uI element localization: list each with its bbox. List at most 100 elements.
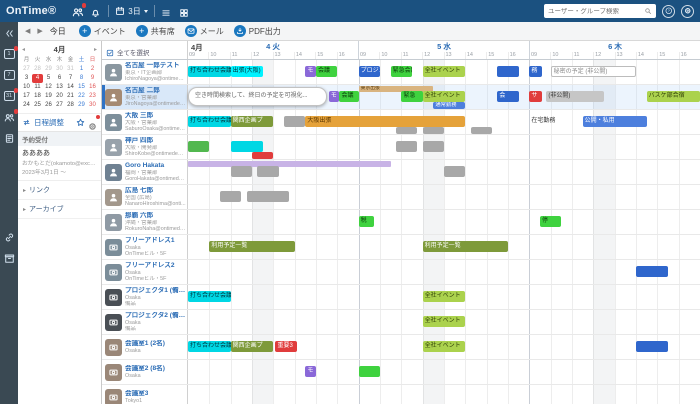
minical-day[interactable]: 10 bbox=[23, 84, 30, 90]
minical-day[interactable]: 28 bbox=[34, 66, 41, 72]
event-bar[interactable]: 関西企画プ bbox=[230, 341, 274, 352]
minical-day[interactable]: 3 bbox=[24, 75, 29, 81]
pdf-export-button[interactable]: PDF出力 bbox=[233, 25, 281, 37]
minical-day[interactable]: 5 bbox=[46, 75, 51, 81]
event-bar[interactable] bbox=[220, 191, 242, 202]
user-cell[interactable]: プロジェクタ1 (備品) Osaka 備品 bbox=[102, 285, 188, 309]
schedule-settings-icon[interactable] bbox=[88, 115, 100, 130]
calendar-row[interactable]: フリーアドレス2 Osaka OnTimeビル・5F bbox=[102, 260, 700, 285]
rail-group-view-icon[interactable] bbox=[2, 109, 18, 123]
minical-day[interactable]: 6 bbox=[57, 75, 62, 81]
event-bar[interactable]: 打ち合わせ会議 bbox=[188, 116, 231, 127]
sidebar-section-archive[interactable]: ▸ アーカイブ bbox=[18, 200, 101, 219]
event-bar[interactable] bbox=[396, 141, 418, 152]
event-bar[interactable]: 利用予定一覧 bbox=[209, 241, 295, 252]
minical-day[interactable]: 23 bbox=[89, 93, 96, 99]
minical-day[interactable]: 18 bbox=[34, 93, 41, 99]
minical-next-icon[interactable]: ▸ bbox=[93, 47, 97, 53]
minical-day[interactable]: 15 bbox=[78, 84, 85, 90]
reservation-entry[interactable]: ああああ おかもとだ(okamoto@excel.c... 2023年3月1日 … bbox=[18, 146, 101, 181]
minical-day[interactable]: 29 bbox=[45, 66, 52, 72]
event-bar[interactable] bbox=[188, 141, 210, 152]
minical-day[interactable]: 31 bbox=[67, 66, 74, 72]
minical-day[interactable]: 17 bbox=[23, 93, 30, 99]
user-cell[interactable]: 名古屋 二郎 東京・営業部 JiroNagoya@ontimedem... bbox=[102, 85, 188, 109]
user-cell[interactable]: 大阪 三郎 大阪・営業部 SaburoOsaka@ontimede... bbox=[102, 110, 188, 134]
minical-day[interactable]: 30 bbox=[89, 102, 96, 108]
event-bar[interactable]: 秘密の予定 (非公開) bbox=[550, 66, 636, 77]
calendar-row[interactable]: 会議室3 Tokyo1 bbox=[102, 385, 700, 404]
event-bar[interactable]: バスケ部合宿 bbox=[646, 91, 700, 102]
calendar-row[interactable]: Goro Hakata 福岡・営業部 GoroHakata@ontimedem... bbox=[102, 160, 700, 185]
event-bar[interactable]: 緊急 bbox=[401, 91, 423, 102]
event-bar[interactable]: 全社イベント bbox=[422, 341, 466, 352]
event-bar[interactable]: 会議 bbox=[316, 66, 338, 77]
event-bar[interactable] bbox=[284, 116, 306, 127]
event-bar[interactable]: 停 bbox=[540, 216, 562, 227]
calendar-row[interactable]: 名古屋 一郎テスト 東京・IT企画部 IchiroNagoya@ontimede..… bbox=[102, 60, 700, 85]
event-bar[interactable]: 在宅勤務 bbox=[531, 118, 556, 124]
settings-icon[interactable] bbox=[681, 4, 694, 18]
event-bar[interactable]: 利用予定一覧 bbox=[422, 241, 508, 252]
minical-day[interactable]: 29 bbox=[78, 102, 85, 108]
event-bar[interactable] bbox=[188, 161, 391, 167]
minical-day[interactable]: 8 bbox=[79, 75, 84, 81]
minical-day[interactable]: 19 bbox=[45, 93, 52, 99]
calendar-row[interactable]: 会議室1 (2名) Osaka 打ち合わせ会議 関西企画プ 重要3 全社イベント bbox=[102, 335, 700, 360]
next-icon[interactable]: ▶ bbox=[37, 28, 43, 35]
rail-notes-icon[interactable] bbox=[2, 132, 16, 144]
event-bar[interactable]: 務 bbox=[529, 66, 543, 77]
event-bar[interactable]: 通常勤務 bbox=[433, 102, 466, 109]
event-bar[interactable] bbox=[358, 366, 380, 377]
sidebar-section-links[interactable]: ▸ リンク bbox=[18, 181, 101, 200]
minical-day[interactable]: 4 bbox=[32, 74, 43, 83]
calendar-row[interactable]: 神戸 四郎 大阪・開発部 ShiroKobe@ontimedemo... bbox=[102, 135, 700, 160]
rail-collapse-icon[interactable] bbox=[2, 27, 16, 39]
list-view-icon[interactable] bbox=[161, 5, 173, 17]
user-search[interactable] bbox=[544, 4, 656, 18]
minical-day[interactable]: 11 bbox=[34, 84, 41, 90]
rail-week-view-icon[interactable]: 7 bbox=[2, 69, 16, 81]
event-bar[interactable]: 打ち合わせ会議 bbox=[188, 291, 231, 302]
minical-day[interactable]: 2 bbox=[90, 66, 95, 72]
minical-day[interactable]: 27 bbox=[56, 102, 63, 108]
calendar-row[interactable]: 大阪 三郎 大阪・営業部 SaburoOsaka@ontimede... 打ち合わせ会… bbox=[102, 110, 700, 135]
event-bar[interactable]: 関西企画プ bbox=[230, 116, 274, 127]
user-cell[interactable]: フリーアドレス1 Osaka OnTimeビル・5F bbox=[102, 235, 188, 259]
minical-day[interactable]: 30 bbox=[56, 66, 63, 72]
minical-day[interactable]: 1 bbox=[79, 66, 84, 72]
calendar-row[interactable]: 那覇 六郎 沖縄・営業部 RokuroNaha@ontimedem... 税 停 bbox=[102, 210, 700, 235]
event-bar[interactable]: 会 bbox=[497, 91, 519, 102]
mail-button[interactable]: メール bbox=[184, 25, 224, 37]
event-bar[interactable]: (非公開) bbox=[546, 91, 604, 102]
rail-links-icon[interactable] bbox=[2, 231, 16, 243]
minical-prev-icon[interactable]: ◂ bbox=[22, 47, 26, 53]
event-bar[interactable]: プロジェク bbox=[358, 66, 380, 77]
user-cell[interactable]: プロジェクタ2 (備品) Osaka 備品 bbox=[102, 310, 188, 334]
favorite-icon[interactable] bbox=[76, 118, 85, 127]
event-bar[interactable]: 税 bbox=[358, 216, 374, 227]
help-icon[interactable]: ? bbox=[662, 4, 675, 18]
event-bar[interactable] bbox=[470, 127, 492, 134]
minical-day[interactable]: 9 bbox=[90, 75, 95, 81]
select-all[interactable]: 全てを選択 bbox=[102, 41, 188, 59]
calendar-row[interactable]: 会議室2 (8名) Osaka モ bbox=[102, 360, 700, 385]
user-cell[interactable]: Goro Hakata 福岡・営業部 GoroHakata@ontimedem... bbox=[102, 160, 188, 184]
minical-day[interactable]: 12 bbox=[45, 84, 52, 90]
event-bar[interactable] bbox=[497, 66, 519, 77]
availability-popover[interactable]: 空き時間検索して、終日の予定を可視化... bbox=[188, 87, 327, 106]
event-bar[interactable]: 東京出張 bbox=[358, 86, 434, 92]
day-range-selector[interactable]: 3日 bbox=[115, 6, 148, 17]
user-cell[interactable]: 会議室3 Tokyo1 bbox=[102, 385, 188, 404]
event-bar[interactable]: 全社イベント bbox=[422, 91, 466, 102]
minical-day[interactable]: 27 bbox=[23, 66, 30, 72]
minical-day[interactable]: 13 bbox=[56, 84, 63, 90]
notifications-icon[interactable] bbox=[90, 5, 102, 18]
event-bar[interactable]: 全社イベント bbox=[422, 291, 466, 302]
user-cell[interactable]: 広島 七郎 全国 (広島) NanaroHiroshima@onti... bbox=[102, 185, 188, 209]
search-input[interactable] bbox=[548, 7, 642, 15]
event-bar[interactable]: 重要3 bbox=[275, 341, 297, 352]
minical-day[interactable]: 26 bbox=[45, 102, 52, 108]
user-cell[interactable]: 那覇 六郎 沖縄・営業部 RokuroNaha@ontimedem... bbox=[102, 210, 188, 234]
rail-archive-icon[interactable] bbox=[2, 252, 16, 264]
